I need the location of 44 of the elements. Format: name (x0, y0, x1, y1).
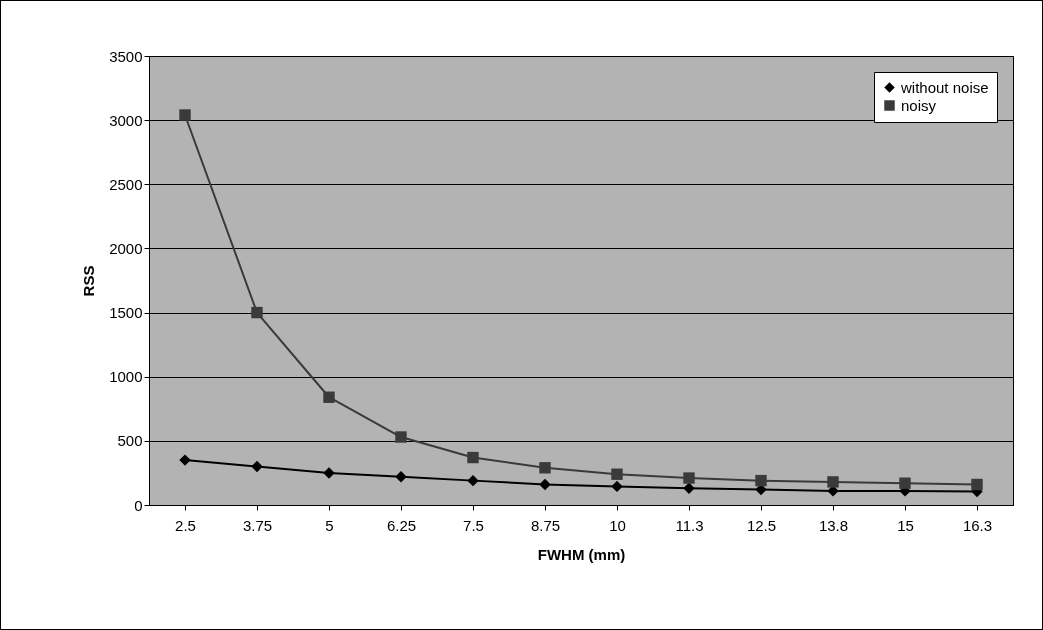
point (395, 471, 407, 483)
point (323, 467, 335, 479)
point (467, 474, 479, 487)
legend-label: noisy (901, 96, 937, 114)
point (251, 460, 263, 473)
y-tick-label: 0 (134, 496, 143, 514)
x-tick-label: 13.8 (818, 516, 849, 534)
x-tick-label: 8.75 (530, 516, 561, 534)
point (611, 468, 623, 480)
legend-label: without noise (900, 78, 989, 96)
x-tick-label: 10 (609, 516, 626, 534)
point (683, 482, 695, 495)
point (251, 306, 263, 319)
y-tick-label: 3500 (109, 47, 143, 65)
point (179, 109, 191, 121)
point (683, 472, 695, 484)
x-tick-label: 7.5 (463, 516, 484, 534)
point (611, 480, 623, 493)
point (971, 478, 983, 491)
y-axis-title: RSS (80, 265, 98, 297)
point (323, 391, 335, 403)
y-tick-label: 2000 (109, 239, 143, 257)
point (395, 431, 407, 443)
x-tick-label: 2.5 (175, 516, 196, 534)
point (755, 474, 767, 487)
point (539, 478, 551, 491)
y-tick-label: 1000 (109, 368, 143, 386)
point (899, 477, 911, 489)
x-tick-label: 11.3 (675, 516, 704, 534)
y-tick-label: 500 (117, 432, 143, 450)
x-tick-label: 6.25 (386, 516, 417, 534)
x-tick-label: 12.5 (746, 516, 777, 534)
x-tick-label: 3.75 (242, 516, 273, 534)
x-tick-label: 16.3 (962, 516, 993, 534)
point (827, 476, 839, 488)
point (539, 462, 551, 474)
x-tick-label: 5 (325, 516, 334, 534)
y-tick-label: 1500 (109, 304, 143, 322)
x-axis-title: FWHM (mm) (537, 545, 626, 563)
point (467, 451, 479, 464)
y-tick-label: 2500 (109, 175, 143, 193)
y-tick-label: 3000 (109, 111, 143, 129)
point (179, 454, 191, 466)
x-tick-label: 15 (897, 516, 914, 534)
